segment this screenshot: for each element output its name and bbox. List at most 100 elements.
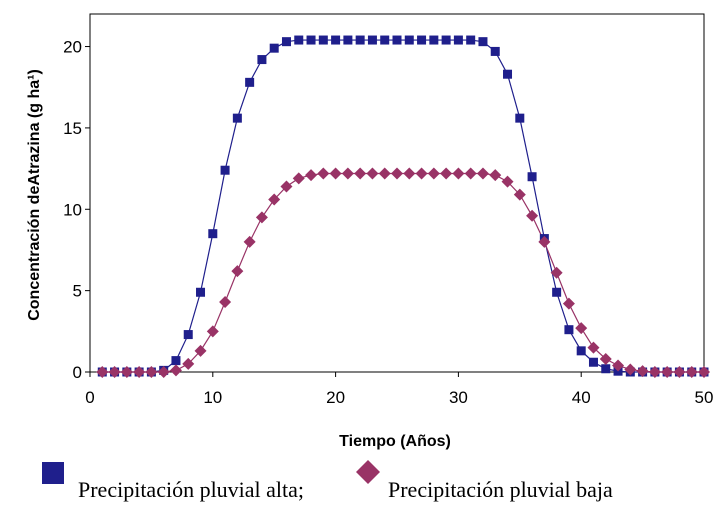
- data-point-square: [306, 35, 316, 45]
- data-point-square: [380, 35, 390, 45]
- data-point-square: [404, 35, 414, 45]
- data-point-square: [183, 330, 193, 340]
- data-point-diamond: [329, 167, 342, 180]
- data-point-diamond: [366, 167, 379, 180]
- data-point-diamond: [317, 167, 330, 180]
- data-point-diamond: [354, 167, 367, 180]
- series-markers-1: [96, 167, 710, 378]
- data-point-square: [490, 46, 500, 56]
- data-point-diamond: [538, 235, 551, 248]
- data-point-square: [564, 325, 574, 335]
- data-point-diamond: [673, 366, 686, 378]
- x-axis-title: Tiempo (Años): [339, 433, 451, 450]
- data-point-diamond: [476, 167, 489, 180]
- plot-area-frame: [89, 13, 705, 373]
- data-point-diamond: [513, 188, 526, 201]
- x-tick-label: 10: [203, 388, 222, 407]
- data-point-diamond: [698, 366, 710, 378]
- data-point-diamond: [599, 352, 612, 365]
- data-point-diamond: [624, 363, 637, 376]
- x-tick-label: 50: [695, 388, 714, 407]
- data-point-diamond: [133, 366, 146, 378]
- data-point-diamond: [243, 235, 256, 248]
- data-point-diamond: [489, 169, 502, 182]
- data-point-diamond: [96, 366, 109, 378]
- x-tick-label: 0: [85, 388, 94, 407]
- data-point-diamond: [219, 296, 232, 309]
- data-point-square: [220, 165, 230, 175]
- data-point-diamond: [612, 359, 625, 372]
- data-point-diamond: [206, 325, 219, 338]
- data-point-square: [171, 356, 181, 366]
- data-point-diamond: [403, 167, 416, 180]
- data-point-square: [257, 55, 267, 65]
- data-point-diamond: [194, 344, 207, 357]
- data-point-diamond: [305, 169, 318, 182]
- data-point-diamond: [648, 366, 661, 378]
- data-point-diamond: [440, 167, 453, 180]
- data-point-diamond: [231, 265, 244, 278]
- legend-label-high: Precipitación pluvial alta;: [78, 477, 304, 502]
- data-point-square: [588, 357, 598, 367]
- data-point-diamond: [587, 341, 600, 354]
- y-tick-label: 5: [73, 282, 82, 301]
- data-point-square: [355, 35, 365, 45]
- data-point-diamond: [182, 357, 195, 370]
- data-point-diamond: [341, 167, 354, 180]
- data-point-square: [515, 113, 525, 123]
- data-point-diamond: [685, 366, 698, 378]
- data-point-diamond: [292, 172, 305, 185]
- series-layer: [96, 35, 710, 378]
- data-point-square: [503, 69, 513, 79]
- data-point-square: [466, 35, 476, 45]
- x-tick-label: 30: [449, 388, 468, 407]
- data-point-diamond: [120, 366, 133, 378]
- data-point-square: [245, 77, 255, 87]
- data-point-square: [269, 43, 279, 53]
- data-point-diamond: [501, 175, 514, 188]
- x-tick-label: 20: [326, 388, 345, 407]
- data-point-square: [601, 364, 611, 374]
- data-point-diamond: [415, 167, 428, 180]
- data-point-diamond: [661, 366, 674, 378]
- data-point-square: [208, 229, 218, 239]
- data-point-square: [441, 35, 451, 45]
- data-point-square: [527, 172, 537, 182]
- data-point-diamond: [452, 167, 465, 180]
- data-point-square: [417, 35, 427, 45]
- data-point-diamond: [550, 266, 563, 279]
- data-point-diamond: [255, 211, 268, 224]
- data-point-diamond: [575, 322, 588, 335]
- data-point-square: [576, 346, 586, 356]
- data-point-square: [331, 35, 341, 45]
- data-point-diamond: [562, 297, 575, 310]
- data-point-square: [232, 113, 242, 123]
- data-point-diamond: [268, 193, 281, 206]
- data-point-square: [367, 35, 377, 45]
- data-point-diamond: [169, 364, 182, 377]
- data-point-square: [392, 35, 402, 45]
- data-point-square: [453, 35, 463, 45]
- data-point-diamond: [378, 167, 391, 180]
- data-point-diamond: [427, 167, 440, 180]
- data-point-square: [343, 35, 353, 45]
- data-point-square: [318, 35, 328, 45]
- legend-swatch-low: [356, 460, 380, 484]
- data-point-square: [294, 35, 304, 45]
- legend: Precipitación pluvial alta; Precipitació…: [42, 460, 613, 502]
- data-point-square: [196, 287, 206, 297]
- y-tick-label: 15: [63, 119, 82, 138]
- data-point-diamond: [526, 209, 539, 222]
- x-axis: 0 10 20 30 40 50: [85, 372, 713, 407]
- legend-label-low: Precipitación pluvial baja: [388, 477, 613, 502]
- data-point-square: [478, 37, 488, 47]
- data-point-square: [429, 35, 439, 45]
- data-point-diamond: [464, 167, 477, 180]
- data-point-diamond: [636, 365, 649, 378]
- data-point-diamond: [108, 366, 121, 378]
- data-point-square: [552, 287, 562, 297]
- y-tick-label: 0: [73, 363, 82, 382]
- y-tick-label: 10: [63, 200, 82, 219]
- data-point-square: [281, 37, 291, 47]
